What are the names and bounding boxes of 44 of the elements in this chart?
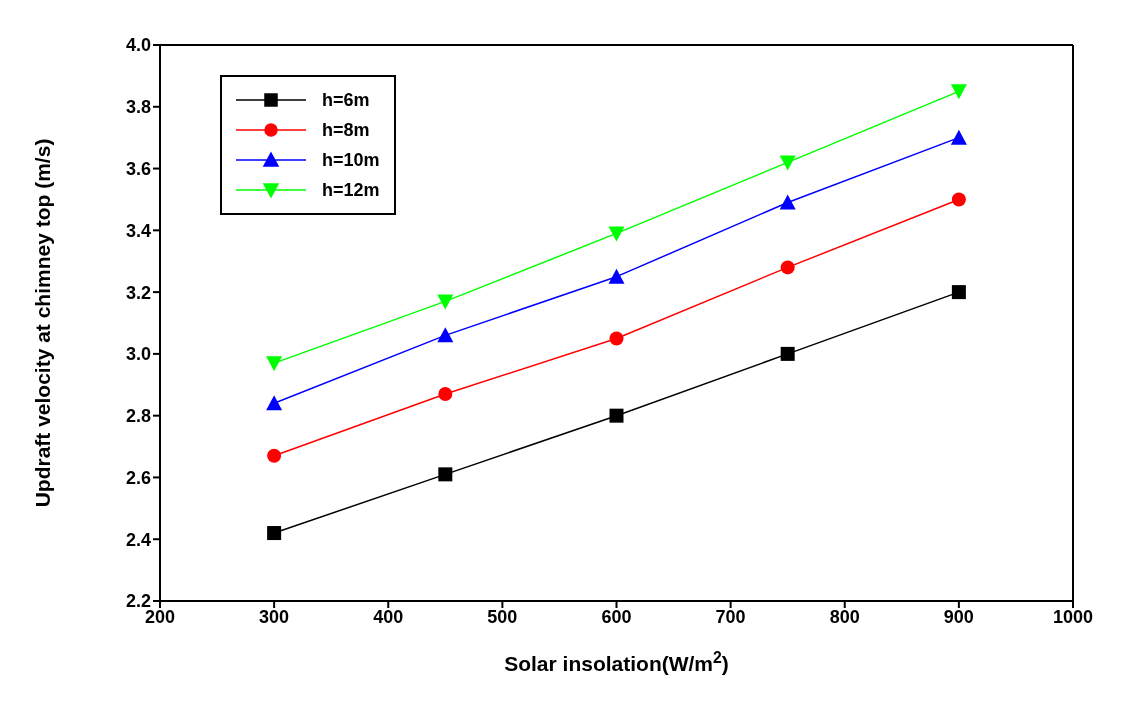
point bbox=[437, 294, 454, 310]
y-tick-label: 2.8 bbox=[125, 406, 151, 427]
point bbox=[609, 408, 624, 423]
point bbox=[266, 395, 283, 411]
point bbox=[438, 467, 453, 482]
legend-label: h=10m bbox=[322, 149, 380, 171]
y-tick-label: 3.0 bbox=[125, 344, 151, 365]
point bbox=[951, 192, 966, 207]
point bbox=[780, 260, 795, 275]
point bbox=[608, 226, 625, 242]
x-tick-label: 800 bbox=[829, 606, 860, 627]
point bbox=[780, 346, 795, 361]
point bbox=[438, 387, 453, 402]
x-tick-label: 300 bbox=[259, 606, 290, 627]
point bbox=[267, 448, 282, 463]
y-tick-label: 2.6 bbox=[125, 467, 151, 488]
y-tick-label: 3.8 bbox=[125, 97, 151, 118]
point bbox=[779, 155, 796, 171]
x-tick-label: 500 bbox=[487, 606, 518, 627]
x-axis-title: Solar insolation(W/m$^{2}$) bbox=[504, 648, 729, 675]
legend-label: h=12m bbox=[322, 179, 380, 201]
point bbox=[950, 84, 967, 100]
legend-label: h=6m bbox=[322, 89, 370, 111]
y-tick-label: 3.4 bbox=[125, 220, 151, 241]
point bbox=[779, 194, 796, 210]
point bbox=[951, 285, 966, 300]
point bbox=[266, 356, 283, 372]
y-tick-label: 3.2 bbox=[125, 282, 151, 303]
point bbox=[267, 526, 282, 541]
legend-label: h=8m bbox=[322, 119, 370, 141]
x-tick-label: 900 bbox=[943, 606, 974, 627]
x-tick-label: 700 bbox=[715, 606, 746, 627]
x-tick-label: 1000 bbox=[1052, 606, 1094, 627]
point bbox=[437, 327, 454, 343]
y-tick-label: 3.6 bbox=[125, 158, 151, 179]
x-tick-label: 600 bbox=[601, 606, 632, 627]
y-tick-label: 4.0 bbox=[125, 35, 151, 56]
x-tick-label: 400 bbox=[373, 606, 404, 627]
x-tick-label: 200 bbox=[144, 606, 176, 627]
point bbox=[609, 331, 624, 346]
y-axis-title: Updraft velocity at chimney top (m/s) bbox=[31, 138, 54, 508]
point bbox=[950, 129, 967, 145]
y-tick-label: 2.4 bbox=[125, 529, 151, 550]
point bbox=[608, 268, 625, 284]
